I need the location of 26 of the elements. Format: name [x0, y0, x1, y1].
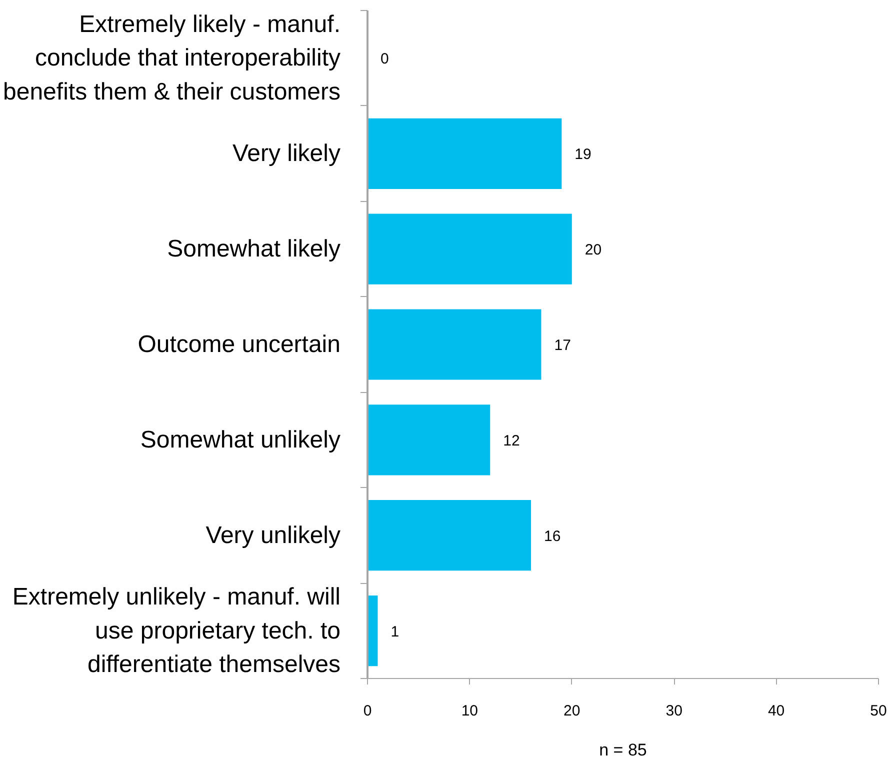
data-label: 19: [574, 146, 592, 164]
data-label: 0: [380, 50, 389, 68]
y-tick-label: Somewhat unlikely: [140, 426, 341, 454]
bar: [368, 404, 490, 476]
y-tick-label: Somewhat likely: [167, 236, 341, 263]
x-tick-label: 50: [870, 702, 887, 720]
x-tick-label: 0: [363, 702, 372, 720]
y-tick-label: Very unlikely: [206, 522, 341, 549]
data-label: 1: [390, 623, 400, 640]
x-tick-label: 40: [768, 702, 785, 720]
bar: [368, 214, 572, 284]
bar: [368, 309, 542, 380]
data-label: 20: [584, 242, 602, 259]
x-tick-label: 10: [461, 702, 478, 720]
bar: [368, 500, 532, 571]
x-tick-label: 30: [666, 702, 682, 720]
data-label: 12: [503, 432, 520, 450]
y-tick-label: Outcome uncertain: [138, 331, 341, 358]
data-label: 16: [544, 528, 561, 545]
x-tick-label: 20: [564, 702, 580, 720]
y-tick-label: Extremely likely - manuf. conclude that interoperability benefits them & their customers: [3, 10, 341, 106]
y-tick-label: Extremely unlikely - manuf. will use proprietary tech. to differentiate themselves: [12, 584, 341, 678]
data-label: 17: [554, 337, 571, 354]
bar: [368, 118, 562, 189]
text: n = 85: [599, 740, 647, 760]
y-tick-label: Very likely: [232, 140, 341, 168]
